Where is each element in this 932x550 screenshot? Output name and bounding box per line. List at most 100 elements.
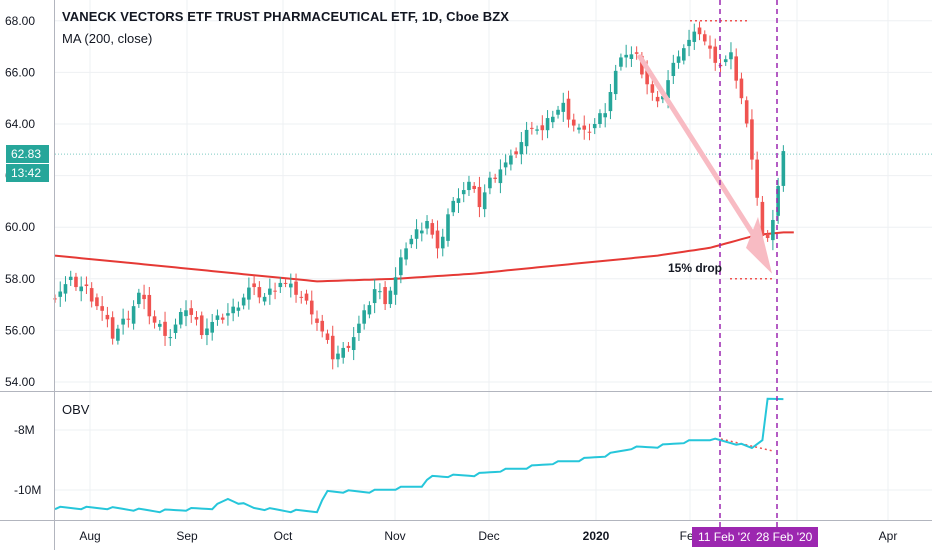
arrow-shaft <box>637 54 763 248</box>
candle-body <box>404 248 408 260</box>
candle-body <box>514 151 518 155</box>
candle-body <box>63 284 68 294</box>
obv-label[interactable]: OBV <box>62 402 90 417</box>
candle-body <box>226 313 230 316</box>
event-markers <box>719 0 778 527</box>
ma-200-line <box>54 231 794 283</box>
obv-tick-label: -10M <box>14 483 41 497</box>
candle-body <box>367 305 372 315</box>
candle-body <box>241 297 246 306</box>
candle-body <box>168 337 173 339</box>
candle-body <box>346 345 351 348</box>
candle-body <box>682 48 686 61</box>
candle-body <box>110 317 115 339</box>
candle-body <box>194 316 199 320</box>
candle-body <box>729 52 733 60</box>
candle-body <box>378 291 382 293</box>
candle-body <box>477 186 482 208</box>
price-tick-label: 54.00 <box>5 375 35 389</box>
candle-body <box>325 333 330 340</box>
candle-body <box>304 293 309 301</box>
candle-body <box>440 236 445 249</box>
ma-200-path <box>54 231 794 283</box>
candle-body <box>519 142 524 155</box>
candle-body <box>220 317 225 320</box>
candle-body <box>252 283 256 288</box>
chart-grid <box>55 0 932 520</box>
candle-body <box>760 201 765 236</box>
candle-body <box>58 291 63 297</box>
indicator-label[interactable]: MA (200, close) <box>62 31 153 46</box>
candle-body <box>383 287 387 305</box>
obv-path <box>54 397 784 514</box>
candle-body <box>461 190 466 195</box>
candle-body <box>147 294 152 317</box>
candle-body <box>341 347 345 358</box>
candle-body <box>535 129 539 131</box>
candle-body <box>430 223 435 235</box>
candle-body <box>613 70 618 95</box>
candle-body <box>414 229 419 239</box>
candle-body <box>247 287 251 300</box>
candle-body <box>629 54 634 59</box>
candle-body <box>592 124 597 129</box>
candle-body <box>750 119 754 160</box>
candle-body <box>771 219 775 241</box>
x-tick-label: Dec <box>478 529 499 543</box>
candle-body <box>702 34 707 42</box>
candle-body <box>283 282 288 284</box>
price-tick-label: 56.00 <box>5 323 35 337</box>
candle-body <box>571 119 576 126</box>
candle-body <box>493 177 497 179</box>
candle-body <box>309 300 314 315</box>
candle-body <box>587 131 592 133</box>
candle-body <box>74 276 78 288</box>
candle-body <box>178 311 183 325</box>
candle-body <box>655 96 660 102</box>
candle-body <box>299 296 304 298</box>
candle-body <box>315 318 319 323</box>
candle-body <box>79 286 83 292</box>
date-flag-1: 11 Feb '20 <box>692 527 760 547</box>
candle-body <box>708 45 712 49</box>
candle-body <box>687 39 691 47</box>
candle-body <box>619 57 623 67</box>
chart-title: VANECK VECTORS ETF TRUST PHARMACEUTICAL … <box>62 9 510 24</box>
candle-body <box>278 282 283 288</box>
candle-body <box>697 27 702 35</box>
candle-body <box>294 281 298 295</box>
candle-body <box>372 289 377 304</box>
price-tick-label: 66.00 <box>5 65 35 79</box>
candle-body <box>482 192 487 210</box>
drop-arrow <box>637 54 772 274</box>
x-tick-label: Apr <box>879 529 898 543</box>
candle-body <box>776 185 780 216</box>
price-tick-label: 64.00 <box>5 117 35 131</box>
candle-body <box>739 78 744 99</box>
drop-annotation: 15% drop <box>668 261 723 275</box>
x-tick-label: Nov <box>384 529 405 543</box>
x-tick-label: Sep <box>176 529 198 543</box>
candle-body <box>640 55 644 75</box>
candle-body <box>551 116 555 123</box>
candle-body <box>89 288 94 302</box>
candle-body <box>126 318 131 320</box>
candle-body <box>451 200 456 213</box>
candle-body <box>561 102 566 112</box>
candle-body <box>388 290 393 305</box>
x-tick-label: 2020 <box>583 529 610 543</box>
candle-body <box>121 318 125 325</box>
candle-body <box>95 297 99 307</box>
candle-body <box>582 125 587 130</box>
last-price-badge: 62.83 <box>6 145 49 163</box>
candle-body <box>268 288 272 295</box>
price-tick-label: 60.00 <box>5 220 35 234</box>
countdown-badge: 13:42 <box>6 164 49 182</box>
candle-body <box>661 96 665 100</box>
candle-body <box>131 306 136 324</box>
candle-body <box>503 162 508 168</box>
candle-body <box>456 198 461 203</box>
candle-body <box>199 315 204 336</box>
candle-body <box>744 100 749 124</box>
